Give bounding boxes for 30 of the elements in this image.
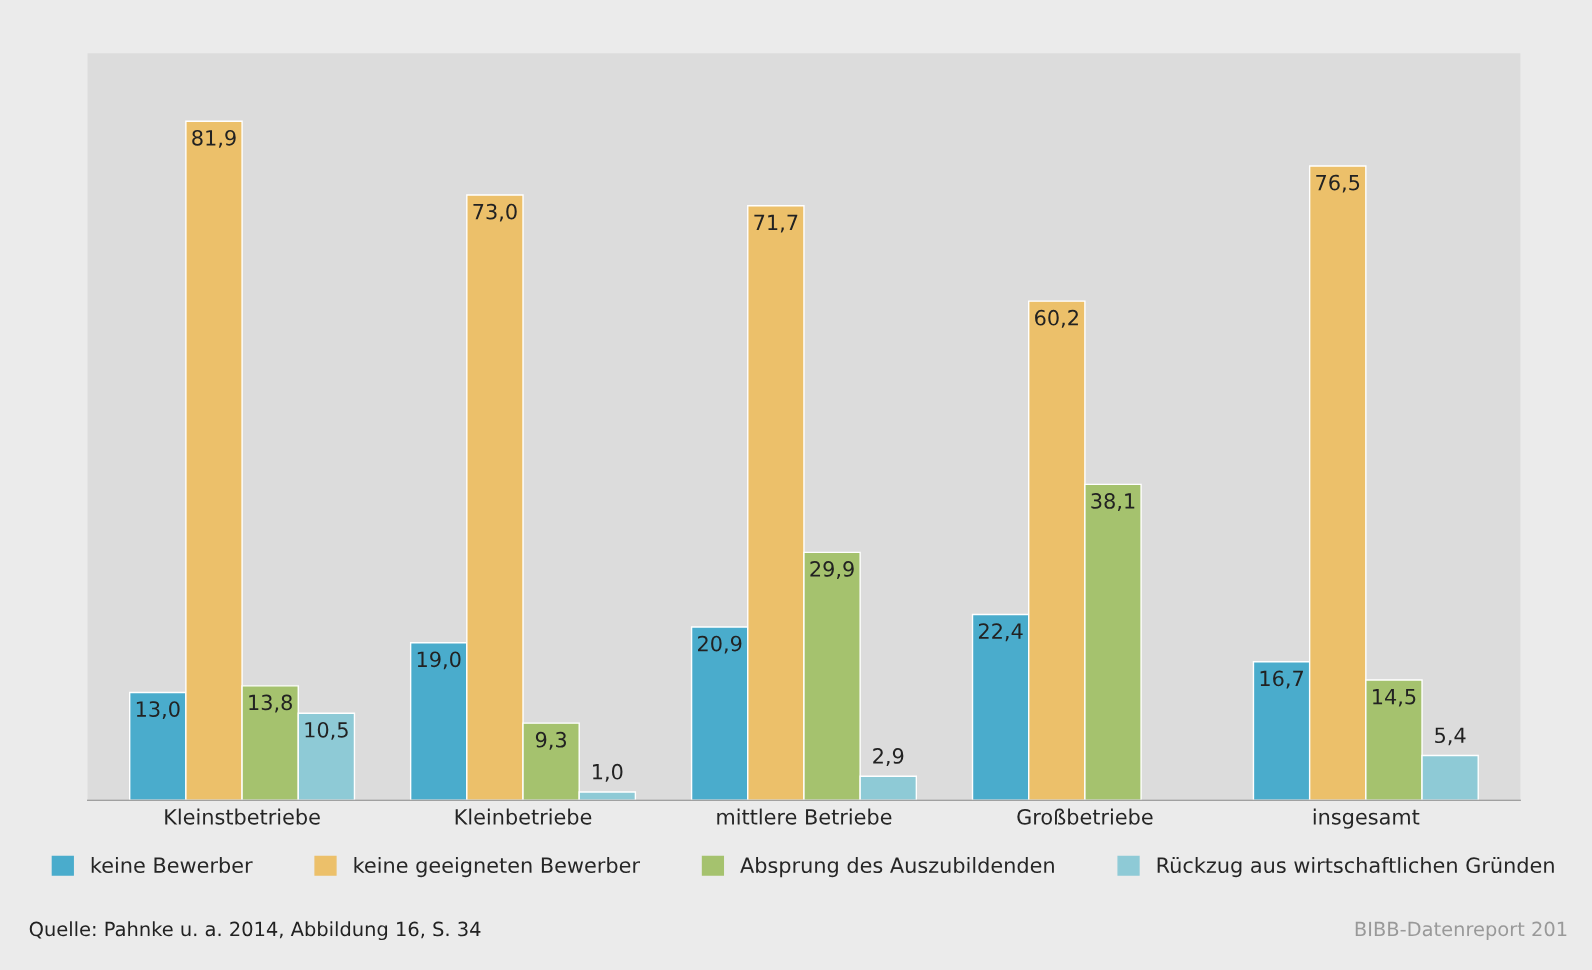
x-tick-label: mittlere Betriebe [717,808,892,825]
data-label: 71,7 [754,214,798,233]
data-label: 13,0 [136,701,180,720]
x-tick-label: Kleinstbetriebe [165,808,320,825]
data-label: 10,5 [305,721,348,740]
data-label: 5,4 [1435,727,1466,746]
data-label: 29,9 [810,561,854,579]
data-label: 1,0 [593,763,623,782]
x-tick-label: Kleinbetriebe [455,808,592,825]
data-label: 60,2 [1035,309,1078,328]
data-label: 38,1 [1091,493,1135,511]
text: BIBB-Datenreport 201 [1355,921,1567,941]
source-note: Quelle: Pahnke u. a. 2014, Abbildung 16, S. 34 [29,921,481,941]
x-tick-label: Großbetriebe [1017,808,1153,825]
data-label: 76,5 [1316,174,1360,193]
data-label: 13,8 [249,694,292,713]
data-label: 81,9 [192,129,236,148]
data-label: 20,9 [698,635,742,654]
data-label: 14,5 [1373,689,1416,707]
legend-label: Absprung des Auszubildenden [740,856,1054,878]
data-label: 2,9 [873,748,904,766]
legend-label: keine geeigneten Bewerber [354,856,640,878]
x-tick-label: insgesamt [1313,808,1420,829]
data-label: 19,0 [417,651,461,670]
data-label: 22,4 [978,623,1023,642]
legend-label: Rückzug aus wirtschaftlichen Gründen [1157,856,1554,878]
data-label: 73,0 [473,203,517,222]
data-label: 16,7 [1260,670,1303,689]
legend-label: keine Bewerber [91,856,253,874]
data-label: 9,3 [535,731,567,750]
